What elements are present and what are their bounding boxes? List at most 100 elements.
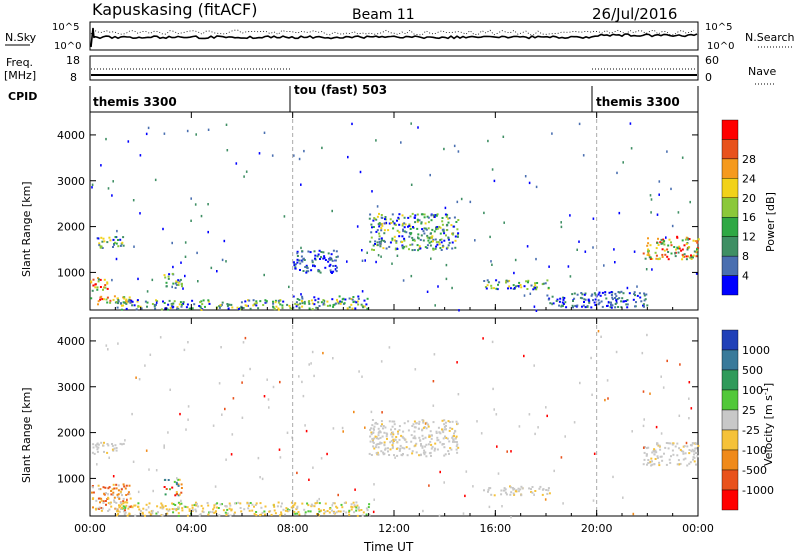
data-cell xyxy=(162,300,164,303)
data-cell xyxy=(426,215,429,218)
data-cell xyxy=(403,226,406,229)
data-cell xyxy=(572,306,574,309)
data-cell xyxy=(617,291,620,293)
data-cell xyxy=(303,149,305,153)
data-cell xyxy=(328,507,331,510)
data-cell xyxy=(608,291,611,294)
data-cell xyxy=(225,505,228,508)
data-cell xyxy=(97,497,100,500)
data-cell xyxy=(394,439,397,441)
data-cell xyxy=(314,299,317,302)
data-cell xyxy=(649,392,651,395)
data-cell xyxy=(693,250,696,253)
data-cell xyxy=(453,432,455,435)
data-cell xyxy=(402,430,405,433)
data-cell xyxy=(437,426,440,429)
data-cell xyxy=(688,381,691,384)
data-cell xyxy=(535,257,537,261)
data-cell xyxy=(282,300,285,303)
data-cell xyxy=(441,223,444,226)
data-cell xyxy=(491,263,493,266)
data-cell xyxy=(424,445,427,448)
data-cell xyxy=(682,452,685,455)
data-cell xyxy=(639,296,642,299)
data-cell xyxy=(195,502,198,505)
data-cell xyxy=(530,491,533,493)
data-cell xyxy=(296,252,299,255)
data-cell xyxy=(272,306,275,309)
data-cell xyxy=(115,242,118,245)
data-cell xyxy=(620,300,623,303)
data-cell xyxy=(513,286,516,289)
data-cell xyxy=(506,450,508,453)
data-cell xyxy=(582,304,585,307)
data-cell xyxy=(124,509,126,512)
data-cell xyxy=(578,240,580,243)
data-cell xyxy=(196,251,198,255)
data-cell xyxy=(117,493,120,496)
data-cell xyxy=(668,238,671,241)
data-cell xyxy=(665,463,668,466)
data-cell xyxy=(92,486,94,489)
data-cell xyxy=(610,294,613,296)
data-cell xyxy=(105,492,107,495)
data-cell xyxy=(289,306,292,309)
data-cell xyxy=(567,265,570,268)
data-cell xyxy=(109,501,112,504)
data-cell xyxy=(121,494,123,497)
data-cell xyxy=(414,214,417,217)
data-cell xyxy=(216,506,218,509)
data-cell xyxy=(167,275,170,278)
data-cell xyxy=(694,442,697,444)
data-cell xyxy=(451,233,454,236)
data-cell xyxy=(114,507,117,510)
data-cell xyxy=(551,302,553,306)
data-cell xyxy=(307,504,310,507)
data-cell xyxy=(147,506,150,509)
data-cell xyxy=(323,255,326,258)
data-cell xyxy=(447,420,450,423)
data-cell xyxy=(350,505,353,508)
data-cell xyxy=(583,298,586,301)
data-cell xyxy=(159,506,162,509)
data-cell xyxy=(460,197,463,201)
data-cell xyxy=(179,412,181,416)
data-cell xyxy=(661,459,664,462)
data-cell xyxy=(685,258,688,261)
data-cell xyxy=(606,304,609,307)
data-cell xyxy=(372,219,375,222)
data-cell xyxy=(431,445,434,448)
data-cell xyxy=(597,299,600,302)
data-cell xyxy=(174,504,177,506)
data-cell xyxy=(396,219,398,222)
data-cell xyxy=(393,423,396,426)
colorbar-block xyxy=(721,489,739,511)
data-cell xyxy=(525,280,528,283)
data-cell xyxy=(302,394,305,398)
data-cell xyxy=(444,428,447,431)
data-cell xyxy=(341,298,344,301)
data-cell xyxy=(421,446,424,449)
data-cell xyxy=(260,506,263,509)
freq-unit: [MHz] xyxy=(4,69,36,82)
data-cell xyxy=(533,364,535,367)
data-cell xyxy=(265,301,268,304)
data-cell xyxy=(685,441,688,445)
data-cell xyxy=(410,183,413,186)
data-cell xyxy=(314,502,317,505)
data-cell xyxy=(618,291,621,294)
data-cell xyxy=(107,348,109,351)
data-cell xyxy=(544,282,547,285)
data-cell xyxy=(363,305,366,308)
data-cell xyxy=(247,299,249,302)
data-cell xyxy=(687,238,690,241)
data-cell xyxy=(642,463,645,466)
data-cell xyxy=(455,435,458,438)
data-cell xyxy=(226,305,229,307)
data-cell xyxy=(303,259,306,261)
data-cell xyxy=(376,422,379,425)
data-cell xyxy=(457,393,460,396)
data-cell xyxy=(316,499,319,503)
data-cell xyxy=(293,154,295,157)
data-cell xyxy=(398,449,401,452)
